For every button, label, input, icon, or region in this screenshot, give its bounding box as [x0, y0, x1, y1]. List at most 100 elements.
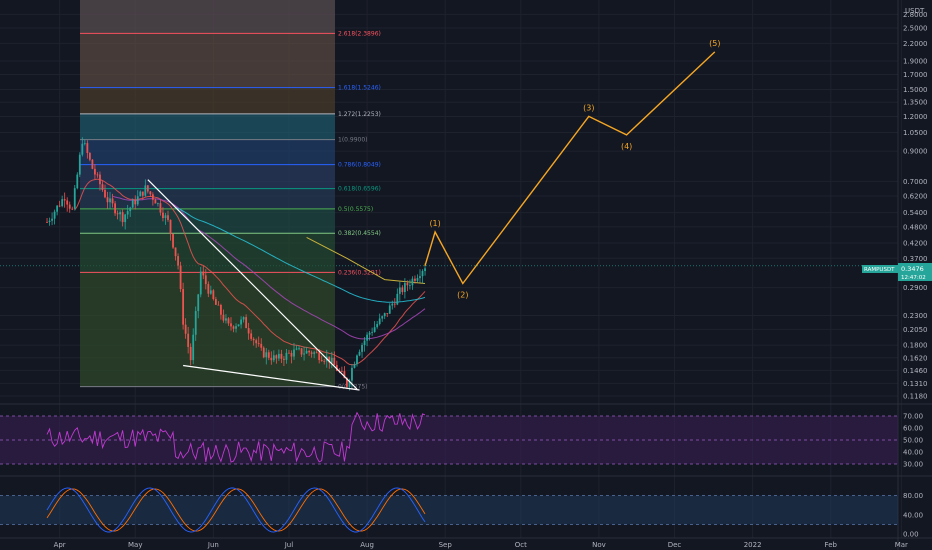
candle-body: [262, 347, 265, 358]
x-tick-label: Jul: [284, 541, 294, 549]
candle-body: [111, 198, 114, 204]
candle-body: [403, 283, 406, 293]
candle-body: [272, 355, 275, 361]
candle-body: [237, 324, 240, 327]
candle-body: [388, 305, 391, 314]
candle-body: [398, 287, 401, 294]
candle-body: [46, 221, 48, 223]
x-tick-label: Sep: [439, 541, 453, 549]
y-tick-label: 0.1620: [903, 354, 928, 362]
symbol-label: RAMPUSDT: [864, 267, 895, 273]
y-tick-label: 0.2900: [903, 284, 928, 292]
price-box: [898, 263, 932, 281]
candle-body: [53, 211, 56, 219]
candle-body: [240, 319, 242, 325]
candle-body: [366, 334, 368, 341]
candle-body: [149, 191, 152, 195]
candle-body: [310, 352, 313, 354]
rsi-pane: 70.00 60.00 50.00 40.00 30.00: [0, 411, 923, 469]
fib-level-label: 0(0.1275): [338, 384, 368, 391]
candle-body: [411, 278, 414, 286]
candle-body: [177, 256, 179, 266]
fib-band: [80, 113, 335, 140]
candle-body: [250, 333, 253, 339]
y-tick-label: 0.1800: [903, 342, 928, 350]
fib-band: [80, 139, 335, 165]
candle-body: [56, 205, 59, 212]
candle-body: [328, 356, 331, 363]
y-tick-label: 1.3500: [903, 99, 928, 107]
candle-body: [151, 194, 154, 200]
fib-band: [80, 87, 335, 114]
candle-body: [255, 340, 258, 344]
candle-body: [283, 358, 285, 360]
fib-band: [80, 164, 335, 189]
candle-body: [116, 213, 119, 215]
wave-label: (5): [709, 39, 720, 48]
candle-body: [267, 352, 270, 358]
candle-body: [346, 378, 348, 387]
candle-body: [174, 247, 177, 257]
currency-label: USDT: [905, 7, 925, 15]
candle-body: [396, 293, 399, 305]
candle-body: [401, 287, 404, 293]
candle-body: [121, 212, 124, 223]
candle-body: [76, 174, 79, 189]
wave-label: (2): [457, 291, 468, 300]
candle-body: [373, 327, 376, 332]
candle-body: [214, 299, 217, 305]
symbol-badge: [862, 265, 898, 273]
candle-body: [421, 270, 424, 277]
y-tick-label: 0.6200: [903, 193, 928, 201]
price-axis[interactable]: 2.8000 2.5000 2.2000 1.9000 1.7000 1.5000 1.35…: [903, 11, 928, 401]
candle-body: [139, 191, 142, 197]
candle-body: [189, 346, 192, 361]
candle-body: [270, 357, 273, 361]
candle-body: [119, 212, 122, 215]
fib-level-label: 0.5(0.5575): [338, 206, 373, 213]
wave-label: (1): [429, 219, 440, 228]
x-tick-label: 2022: [744, 541, 762, 549]
stoch-band: [0, 495, 898, 525]
candle-body: [409, 285, 411, 287]
time-axis[interactable]: Apr May Jun Jul Aug Sep Oct Nov Dec 2022 Feb Mar: [54, 541, 908, 549]
candle-body: [245, 317, 248, 329]
candle-body: [335, 365, 338, 371]
candle-body: [277, 353, 280, 359]
candle-body: [71, 208, 74, 210]
y-tick-label: 0.2050: [903, 326, 928, 334]
candle-body: [381, 316, 384, 319]
candle-body: [162, 212, 164, 219]
candle-body: [320, 360, 323, 362]
y-tick-label: 0.2300: [903, 312, 928, 320]
candle-body: [318, 352, 321, 361]
wedge-lower-line: [183, 364, 360, 391]
candle-body: [227, 318, 230, 324]
candle-body: [101, 184, 104, 190]
candle-body: [343, 371, 346, 379]
candle-body: [194, 311, 197, 335]
x-tick-label: May: [128, 541, 142, 549]
candle-body: [290, 353, 293, 357]
candle-body: [179, 265, 182, 290]
rsi-line: [46, 411, 426, 463]
candle-body: [109, 198, 111, 203]
candle-body: [242, 317, 245, 320]
candle-body: [361, 345, 363, 352]
wave-path: [424, 51, 716, 285]
candle-body: [330, 357, 333, 363]
fib-level-label: 1.618(1.5246): [338, 85, 381, 92]
candle-body: [66, 200, 69, 205]
candle-body: [197, 294, 200, 312]
candle-body: [58, 205, 61, 207]
y-tick-label: 1.7000: [903, 71, 928, 79]
bar-countdown: 12:47:02: [901, 275, 926, 281]
candle-body: [212, 290, 215, 300]
candle-body: [416, 278, 419, 281]
y-tick-label: 0.4800: [903, 223, 928, 231]
candle-body: [126, 211, 129, 215]
candle-body: [99, 174, 101, 185]
candle-body: [235, 326, 237, 329]
candle-body: [106, 197, 109, 203]
